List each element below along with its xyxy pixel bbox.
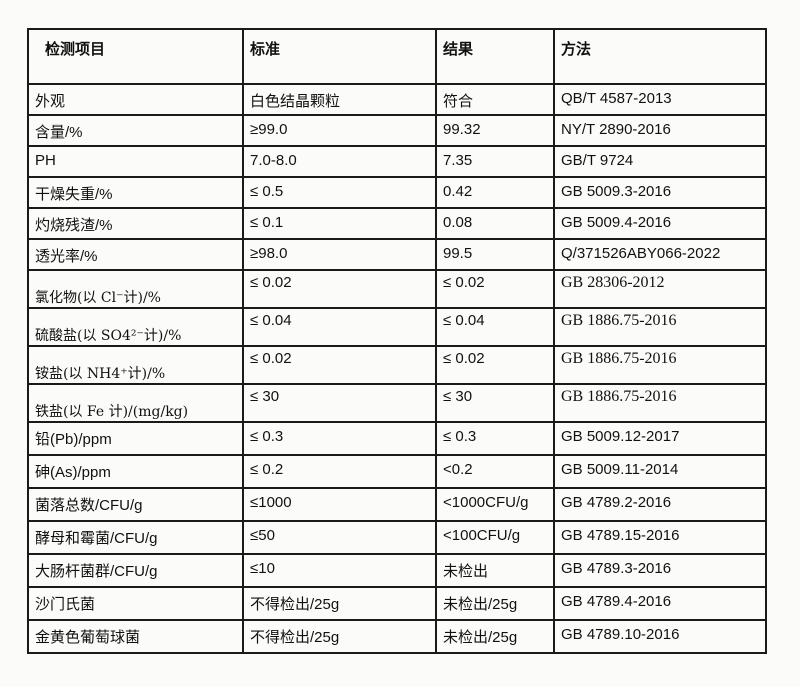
cell-standard: ≤ 0.3 <box>242 421 437 456</box>
cell-item: 干燥失重/% <box>27 176 244 209</box>
cell-standard: ≤ 0.1 <box>242 207 437 240</box>
cell-standard: ≤ 0.2 <box>242 454 437 489</box>
table-row: 沙门氏菌 不得检出/25g 未检出/25g GB 4789.4-2016 <box>27 586 767 621</box>
cell-method: GB 1886.75-2016 <box>553 307 767 347</box>
cell-item: 酵母和霉菌/CFU/g <box>27 520 244 555</box>
cell-standard: ≤ 0.5 <box>242 176 437 209</box>
table-row: 大肠杆菌群/CFU/g ≤10 未检出 GB 4789.3-2016 <box>27 553 767 588</box>
cell-standard: ≤1000 <box>242 487 437 522</box>
table-row: 金黄色葡萄球菌 不得检出/25g 未检出/25g GB 4789.10-2016 <box>27 619 767 654</box>
cell-result: 99.5 <box>435 238 555 271</box>
table-row: 酵母和霉菌/CFU/g ≤50 <100CFU/g GB 4789.15-2016 <box>27 520 767 555</box>
cell-item: 灼烧残渣/% <box>27 207 244 240</box>
cell-method: GB 4789.2-2016 <box>553 487 767 522</box>
header-method: 方法 <box>553 28 767 85</box>
test-results-table: 检测项目 标准 结果 方法 外观 白色结晶颗粒 符合 QB/T 4587-2013 含量… <box>27 28 767 654</box>
cell-method: Q/371526ABY066-2022 <box>553 238 767 271</box>
cell-result: ≤ 30 <box>435 383 555 423</box>
cell-item: 铵盐(以 NH4⁺计)/% <box>27 345 244 385</box>
table-row: 菌落总数/CFU/g ≤1000 <1000CFU/g GB 4789.2-2016 <box>27 487 767 522</box>
cell-result: 0.42 <box>435 176 555 209</box>
cell-standard: ≥98.0 <box>242 238 437 271</box>
header-standard: 标准 <box>242 28 437 85</box>
cell-result: <100CFU/g <box>435 520 555 555</box>
cell-method: GB 5009.4-2016 <box>553 207 767 240</box>
table-row: 氯化物(以 Cl⁻计)/% ≤ 0.02 ≤ 0.02 GB 28306-2012 <box>27 269 767 309</box>
cell-standard: 白色结晶颗粒 <box>242 83 437 116</box>
cell-method: GB 28306-2012 <box>553 269 767 309</box>
table-row: PH 7.0-8.0 7.35 GB/T 9724 <box>27 145 767 178</box>
cell-result: ≤ 0.02 <box>435 345 555 385</box>
cell-method: GB 4789.4-2016 <box>553 586 767 621</box>
cell-item: 大肠杆菌群/CFU/g <box>27 553 244 588</box>
cell-standard: ≤ 0.04 <box>242 307 437 347</box>
table-row: 灼烧残渣/% ≤ 0.1 0.08 GB 5009.4-2016 <box>27 207 767 240</box>
cell-standard: ≤ 30 <box>242 383 437 423</box>
cell-method: GB/T 9724 <box>553 145 767 178</box>
table-row: 铅(Pb)/ppm ≤ 0.3 ≤ 0.3 GB 5009.12-2017 <box>27 421 767 456</box>
cell-result: <0.2 <box>435 454 555 489</box>
cell-item: 金黄色葡萄球菌 <box>27 619 244 654</box>
cell-result: 0.08 <box>435 207 555 240</box>
cell-item: 沙门氏菌 <box>27 586 244 621</box>
cell-standard: 不得检出/25g <box>242 586 437 621</box>
table-header-row: 检测项目 标准 结果 方法 <box>27 28 767 85</box>
cell-result: ≤ 0.3 <box>435 421 555 456</box>
cell-method: QB/T 4587-2013 <box>553 83 767 116</box>
cell-standard: ≤50 <box>242 520 437 555</box>
cell-item: 氯化物(以 Cl⁻计)/% <box>27 269 244 309</box>
cell-method: GB 5009.12-2017 <box>553 421 767 456</box>
cell-method: GB 5009.11-2014 <box>553 454 767 489</box>
cell-result: 未检出/25g <box>435 586 555 621</box>
cell-standard: ≥99.0 <box>242 114 437 147</box>
cell-method: NY/T 2890-2016 <box>553 114 767 147</box>
table-row: 砷(As)/ppm ≤ 0.2 <0.2 GB 5009.11-2014 <box>27 454 767 489</box>
cell-result: 7.35 <box>435 145 555 178</box>
cell-method: GB 4789.15-2016 <box>553 520 767 555</box>
cell-method: GB 1886.75-2016 <box>553 383 767 423</box>
cell-standard: ≤ 0.02 <box>242 345 437 385</box>
cell-item: 硫酸盐(以 SO4²⁻计)/% <box>27 307 244 347</box>
table-row: 硫酸盐(以 SO4²⁻计)/% ≤ 0.04 ≤ 0.04 GB 1886.75-20… <box>27 307 767 347</box>
cell-standard: ≤ 0.02 <box>242 269 437 309</box>
cell-result: 99.32 <box>435 114 555 147</box>
cell-item: 铅(Pb)/ppm <box>27 421 244 456</box>
header-result: 结果 <box>435 28 555 85</box>
table-row: 铵盐(以 NH4⁺计)/% ≤ 0.02 ≤ 0.02 GB 1886.75-2016 <box>27 345 767 385</box>
cell-method: GB 1886.75-2016 <box>553 345 767 385</box>
table-row: 含量/% ≥99.0 99.32 NY/T 2890-2016 <box>27 114 767 147</box>
cell-method: GB 4789.10-2016 <box>553 619 767 654</box>
cell-standard: ≤10 <box>242 553 437 588</box>
cell-item: 透光率/% <box>27 238 244 271</box>
cell-method: GB 4789.3-2016 <box>553 553 767 588</box>
cell-result: 未检出 <box>435 553 555 588</box>
cell-result: ≤ 0.04 <box>435 307 555 347</box>
cell-result: 符合 <box>435 83 555 116</box>
cell-item: 含量/% <box>27 114 244 147</box>
table-row: 干燥失重/% ≤ 0.5 0.42 GB 5009.3-2016 <box>27 176 767 209</box>
cell-result: ≤ 0.02 <box>435 269 555 309</box>
cell-result: 未检出/25g <box>435 619 555 654</box>
header-item: 检测项目 <box>27 28 244 85</box>
cell-item: 砷(As)/ppm <box>27 454 244 489</box>
table-row: 透光率/% ≥98.0 99.5 Q/371526ABY066-2022 <box>27 238 767 271</box>
table-row: 铁盐(以 Fe 计)/(mg/kg) ≤ 30 ≤ 30 GB 1886.75-201… <box>27 383 767 423</box>
cell-item: 菌落总数/CFU/g <box>27 487 244 522</box>
cell-item: 外观 <box>27 83 244 116</box>
cell-standard: 7.0-8.0 <box>242 145 437 178</box>
cell-item: 铁盐(以 Fe 计)/(mg/kg) <box>27 383 244 423</box>
cell-item: PH <box>27 145 244 178</box>
table-row: 外观 白色结晶颗粒 符合 QB/T 4587-2013 <box>27 83 767 116</box>
cell-standard: 不得检出/25g <box>242 619 437 654</box>
cell-result: <1000CFU/g <box>435 487 555 522</box>
cell-method: GB 5009.3-2016 <box>553 176 767 209</box>
